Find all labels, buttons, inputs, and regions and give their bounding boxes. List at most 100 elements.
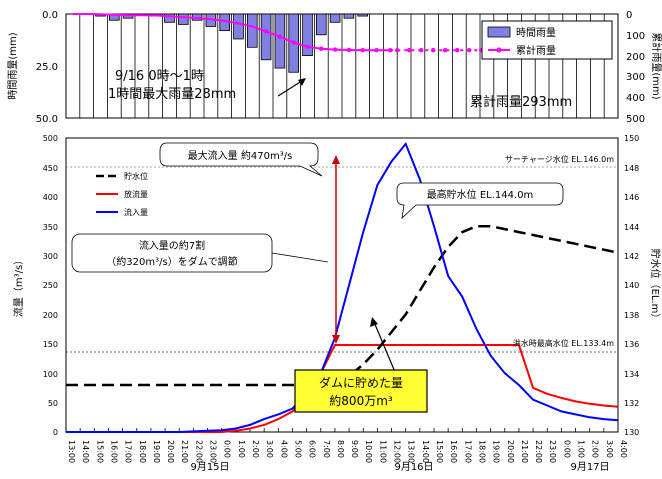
water-level-y2-axis-label: 貯水位（EL.m） [649,249,662,324]
level-y2-tick-138: 138 [624,311,639,320]
dam-flow-chart: 500 450 400 350 300 250 200 150 100 50 0… [12,134,662,473]
time-tick-label: 3:00 [605,440,614,458]
max-water-level-callout-bubble [396,182,564,220]
time-tick-label: 19:00 [152,440,161,463]
flow-y-axis-ticks: 500 450 400 350 300 250 200 150 100 50 0 [43,134,58,437]
water-level-y2-axis-ticks: 150 148 146 144 142 140 138 136 134 132 … [624,134,639,437]
rain-y2-tick-4: 400 [626,93,645,104]
rain-bar [260,13,272,61]
time-tick-label: 4:00 [619,440,628,458]
cumulative-rain-point [346,47,352,53]
cumulative-rain-point [407,47,412,53]
cumulative-rain-point [467,47,472,53]
legend-label-inflow: 流入量 [124,207,148,217]
flow-y-tick-500: 500 [43,134,58,143]
level-y2-tick-132: 132 [624,399,639,408]
cumulative-rain-point [263,29,269,34]
time-tick-label: 15:00 [435,440,444,463]
time-tick-label: 14:00 [421,440,430,463]
rainfall-chart: 0.0 25.0 50.0 0 100 200 300 400 500 時間雨量… [7,10,662,125]
rain-y2-axis-label: 累計雨量(mm) [650,32,662,99]
regulation-amount-arrowhead-top [332,155,340,164]
cumulative-rain-point [277,34,283,39]
time-tick-label: 16:00 [449,440,458,463]
cumulative-rain-point [332,47,338,52]
level-y2-tick-130: 130 [624,428,639,437]
date-label-sep-17: 9月17日 [570,461,609,473]
rainfall-legend: 時間雨量 累計雨量 [481,20,613,60]
time-tick-label: 1:00 [237,440,246,458]
flow-y-tick-450: 450 [43,164,58,173]
legend-swatch-hourly-rain [487,26,511,38]
time-tick-label: 18:00 [138,440,147,463]
storage-volume-arrowhead [370,317,378,327]
inflow-series-line [66,141,619,433]
level-y2-tick-146: 146 [624,193,639,202]
max-inflow-callout-bubble [159,142,323,177]
date-label-sep-16: 9月16日 [394,461,433,473]
time-tick-label: 17:00 [124,440,133,463]
time-tick-label: 12:00 [393,440,402,463]
level-y2-tick-150: 150 [624,134,639,143]
rain-bar [164,13,175,23]
level-y2-tick-144: 144 [624,223,639,232]
level-y2-tick-142: 142 [624,252,639,261]
total-rainfall-annotation: 累計雨量293mm [470,94,572,110]
legend-label-outflow: 放流量 [124,189,148,199]
cumulative-rain-point [455,47,460,53]
level-y2-tick-148: 148 [624,164,639,173]
cumulative-rain-point [395,47,400,53]
time-tick-label: 22:00 [194,440,203,463]
rain-bar [315,13,327,36]
time-tick-label: 16:00 [109,440,118,463]
legend-label-water-level: 貯水位 [124,171,148,181]
time-tick-label: 9:00 [350,440,359,458]
rain-y2-tick-1: 100 [626,31,645,42]
time-tick-label: 1:00 [577,440,586,458]
time-tick-label: 13:00 [67,440,76,463]
rain-y-tick-1: 25.0 [36,62,58,73]
flow-y-tick-300: 300 [43,252,58,261]
rain-bar [357,13,368,17]
time-tick-label: 18:00 [477,440,486,463]
rain-bar [302,13,313,56]
flow-y-tick-200: 200 [43,311,58,320]
max-hourly-rain-annotation-line-1: 9/16 0時～1時 [115,69,204,84]
time-tick-label: 23:00 [548,440,557,463]
flow-y-tick-150: 150 [43,340,58,349]
cumulative-rain-point [431,47,436,53]
cumulative-rain-point [319,46,324,51]
time-axis-tick-labels: 13:00 14:00 15:00 16:00 17:00 18:00 19:00 20:00… [67,440,628,463]
level-y2-tick-134: 134 [624,370,639,379]
cumulative-rain-point [443,47,448,53]
rain-bar [177,13,189,25]
rain-bar [343,13,355,19]
flow-y-axis-label: 流量（m³/s） [12,255,25,317]
storage-volume-arrow [373,321,396,373]
time-tick-label: 20:00 [506,440,515,463]
time-tick-label: 21:00 [520,440,529,463]
surcharge-level-label: サーチャージ水位 EL.146.0m [505,154,614,164]
flow-y-tick-400: 400 [43,193,58,202]
time-tick-label: 0:00 [562,440,571,458]
rain-y2-tick-2: 200 [626,52,645,63]
rain-y2-tick-5: 500 [626,114,645,125]
flow-y-tick-100: 100 [43,370,58,379]
level-y2-tick-136: 136 [624,340,639,349]
cumulative-rainfall-line [72,13,391,52]
time-tick-label: 22:00 [534,440,543,463]
rainfall-hour-gridlines [79,14,605,118]
flood-regulation-callout-line-2: （約320m³/s）をダムで調節 [106,255,237,268]
time-tick-label: 7:00 [322,440,331,458]
cumulative-rain-point [374,47,379,53]
flow-y-tick-0: 0 [53,428,58,437]
cumulative-rain-point [305,44,310,49]
time-tick-label: 6:00 [308,440,317,458]
legend-marker-cumulative-rain [496,47,502,53]
time-tick-label: 23:00 [209,440,218,463]
time-tick-label: 5:00 [293,440,302,458]
legend-label-hourly-rain: 時間雨量 [516,27,556,39]
rain-bar [246,13,258,48]
time-tick-label: 0:00 [223,440,232,458]
